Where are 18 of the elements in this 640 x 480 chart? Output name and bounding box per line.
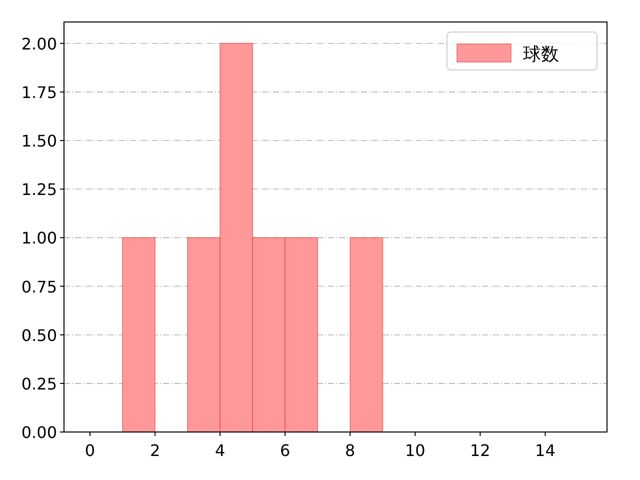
x-tick-label: 10	[404, 441, 426, 460]
x-tick-label: 8	[345, 441, 356, 460]
legend-label: 球数	[523, 44, 559, 65]
y-tick-label: 1.50	[21, 132, 57, 151]
y-tick-label: 1.25	[21, 180, 57, 200]
x-tick-label: 2	[150, 441, 160, 460]
x-tick-label: 12	[470, 441, 490, 460]
y-tick-label: 1.00	[21, 228, 57, 248]
y-tick-label: 0.00	[21, 423, 57, 442]
x-tick-label: 14	[535, 441, 556, 460]
x-tick-label: 4	[214, 441, 226, 460]
x-tick-label: 0	[84, 441, 96, 460]
y-tick-label: 0.75	[21, 277, 57, 296]
x-tick-label: 6	[280, 441, 290, 460]
y-tick-label: 2.00	[21, 34, 57, 54]
y-tick-label: 0.25	[21, 374, 57, 394]
y-tick-label: 1.75	[21, 82, 57, 102]
y-tick-label: 0.50	[21, 326, 57, 345]
